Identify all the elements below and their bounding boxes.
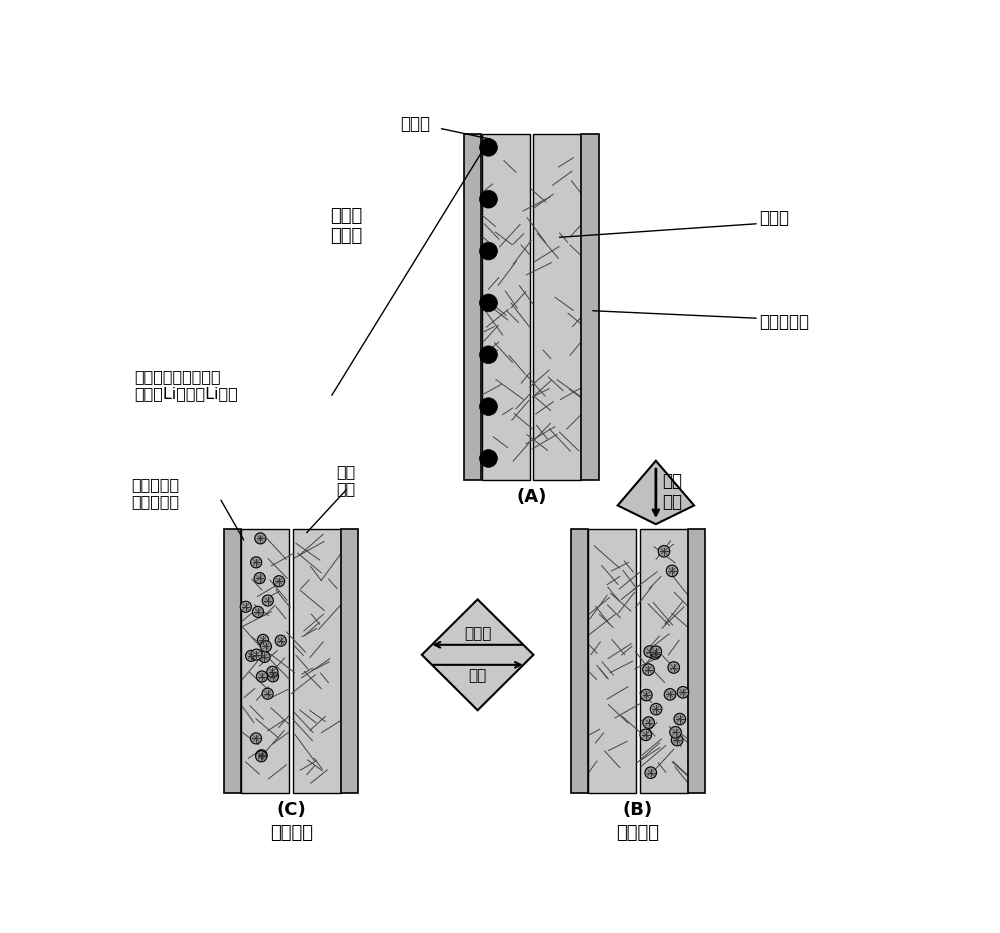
Bar: [464, 133, 481, 480]
Bar: [482, 133, 530, 480]
Circle shape: [246, 650, 257, 661]
Circle shape: [640, 729, 652, 741]
Bar: [341, 528, 358, 793]
Circle shape: [480, 243, 497, 260]
Text: 充电状态: 充电状态: [270, 825, 313, 842]
Bar: [571, 528, 588, 793]
Text: 石墨烯: 石墨烯: [759, 209, 789, 228]
Bar: [293, 528, 341, 793]
Text: 首次放
电之前: 首次放 电之前: [330, 206, 362, 245]
Circle shape: [257, 634, 269, 646]
Circle shape: [674, 714, 686, 725]
Circle shape: [252, 606, 264, 618]
Circle shape: [240, 601, 251, 612]
Text: 放电: 放电: [468, 668, 487, 683]
Circle shape: [644, 646, 656, 657]
Circle shape: [255, 533, 266, 544]
Circle shape: [668, 661, 680, 674]
Bar: [588, 528, 636, 793]
Circle shape: [641, 689, 652, 701]
Circle shape: [267, 666, 278, 677]
Circle shape: [677, 687, 689, 698]
Circle shape: [267, 671, 279, 682]
Circle shape: [671, 734, 683, 745]
Text: (B): (B): [623, 801, 653, 819]
Text: 再充电: 再充电: [464, 627, 491, 642]
Bar: [688, 528, 705, 793]
Circle shape: [649, 648, 661, 660]
Circle shape: [250, 732, 262, 744]
Text: 首次
放电: 首次 放电: [662, 472, 682, 511]
Circle shape: [670, 727, 681, 738]
Polygon shape: [618, 461, 694, 524]
Circle shape: [262, 689, 273, 699]
Circle shape: [480, 294, 497, 312]
Text: 石墨
烯片: 石墨 烯片: [336, 464, 355, 496]
Circle shape: [251, 649, 262, 661]
Circle shape: [251, 557, 262, 568]
Text: 放电状态: 放电状态: [616, 825, 659, 842]
Circle shape: [643, 717, 654, 729]
Text: 被石墨烯捕
获的锂原子: 被石墨烯捕 获的锂原子: [131, 477, 179, 509]
Circle shape: [650, 703, 662, 715]
Circle shape: [256, 750, 267, 760]
Circle shape: [664, 689, 676, 700]
Text: (A): (A): [516, 488, 547, 506]
Text: 锂离子源（例如表面
稳定的Li颗粒或Li箔）: 锂离子源（例如表面 稳定的Li颗粒或Li箔）: [134, 369, 238, 401]
Circle shape: [262, 595, 273, 606]
Circle shape: [645, 767, 657, 778]
Circle shape: [260, 641, 271, 652]
Circle shape: [480, 450, 497, 467]
Bar: [533, 133, 581, 480]
Circle shape: [254, 573, 265, 584]
Text: 阴极集流体: 阴极集流体: [759, 313, 809, 331]
Circle shape: [480, 346, 497, 364]
Circle shape: [275, 635, 286, 647]
Circle shape: [256, 671, 268, 682]
Bar: [224, 528, 241, 793]
Bar: [581, 133, 599, 480]
Circle shape: [658, 546, 670, 557]
Circle shape: [256, 751, 267, 762]
Polygon shape: [422, 599, 533, 710]
Circle shape: [480, 397, 497, 415]
Text: (C): (C): [276, 801, 306, 819]
Circle shape: [666, 565, 678, 577]
Bar: [640, 528, 688, 793]
Circle shape: [480, 190, 497, 208]
Circle shape: [650, 646, 662, 658]
Circle shape: [259, 651, 270, 662]
Text: 石墨烯: 石墨烯: [401, 115, 431, 132]
Circle shape: [643, 663, 654, 675]
Bar: [241, 528, 289, 793]
Circle shape: [480, 138, 497, 156]
Circle shape: [273, 576, 285, 587]
